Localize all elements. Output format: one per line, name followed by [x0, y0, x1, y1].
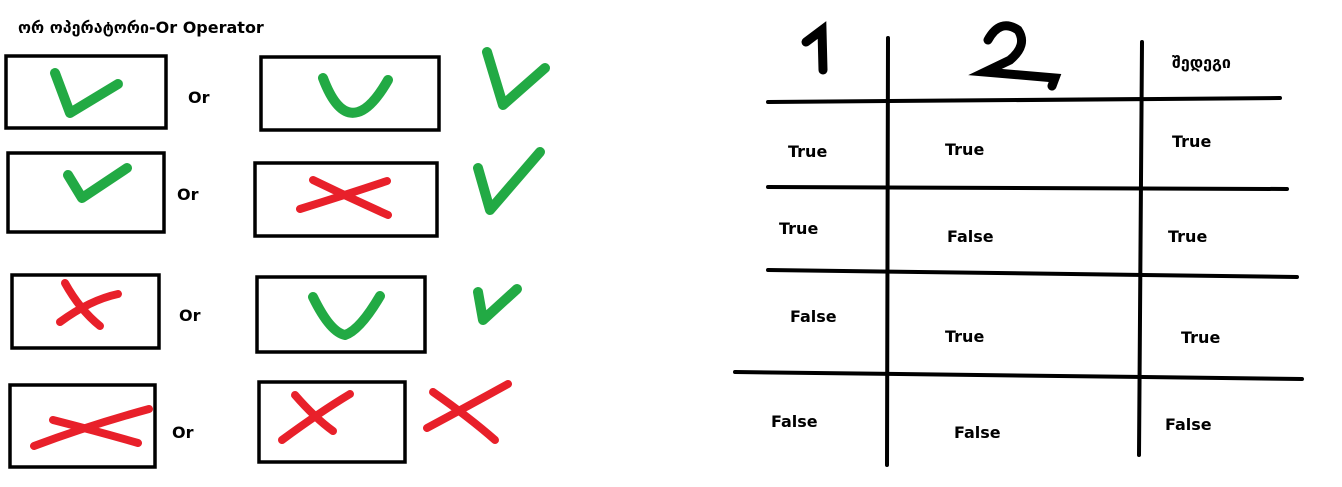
table-divider-1 — [885, 36, 890, 467]
row3-operand-b-box — [255, 275, 427, 354]
check-icon — [318, 73, 393, 118]
row2-operand-a-box — [6, 151, 166, 234]
table-cell: False — [947, 227, 994, 246]
table-rule-header — [766, 96, 1282, 104]
check-icon — [308, 291, 385, 340]
cross-icon — [56, 279, 122, 330]
row3-operand-a-box — [10, 273, 161, 350]
table-cell: False — [954, 423, 1001, 442]
cross-icon — [278, 390, 354, 444]
or-label-row4: Or — [172, 423, 194, 442]
table-cell: True — [788, 142, 827, 161]
truth-table: შედეგი True True True True False True Fa… — [733, 21, 1304, 467]
table-cell: True — [945, 327, 984, 346]
row1-operand-a-box — [4, 54, 168, 130]
header-2-glyph — [968, 21, 1062, 91]
table-divider-2 — [1137, 40, 1144, 457]
check-icon — [50, 68, 123, 118]
row1-operand-b-box — [259, 55, 441, 132]
or-label-row1: Or — [188, 88, 210, 107]
table-header-result: შედეგი — [1172, 53, 1231, 72]
cross-icon — [296, 176, 392, 219]
table-cell: False — [1165, 415, 1212, 434]
table-cell: False — [771, 412, 818, 431]
or-label-row3: Or — [179, 306, 201, 325]
table-cell: True — [1172, 132, 1211, 151]
check-icon — [482, 47, 550, 110]
check-icon — [473, 284, 522, 325]
or-label-row2: Or — [177, 185, 199, 204]
table-cell: True — [1168, 227, 1207, 246]
table-rule-1 — [766, 185, 1289, 191]
table-cell: True — [1181, 328, 1220, 347]
row4-operand-a-box — [8, 383, 157, 469]
check-icon — [63, 163, 132, 203]
cross-icon — [30, 405, 153, 450]
table-cell: True — [779, 219, 818, 238]
table-cell: False — [790, 307, 837, 326]
row4-operand-b-box — [257, 380, 407, 464]
row2-operand-b-box — [253, 161, 439, 238]
header-1-glyph — [801, 21, 828, 75]
table-cell: True — [945, 140, 984, 159]
check-icon — [473, 147, 545, 215]
table-rule-3 — [733, 370, 1304, 381]
table-rule-2 — [766, 268, 1299, 279]
cross-icon — [423, 380, 512, 444]
page-title: ორ ოპერატორი-Or Operator — [18, 18, 264, 37]
